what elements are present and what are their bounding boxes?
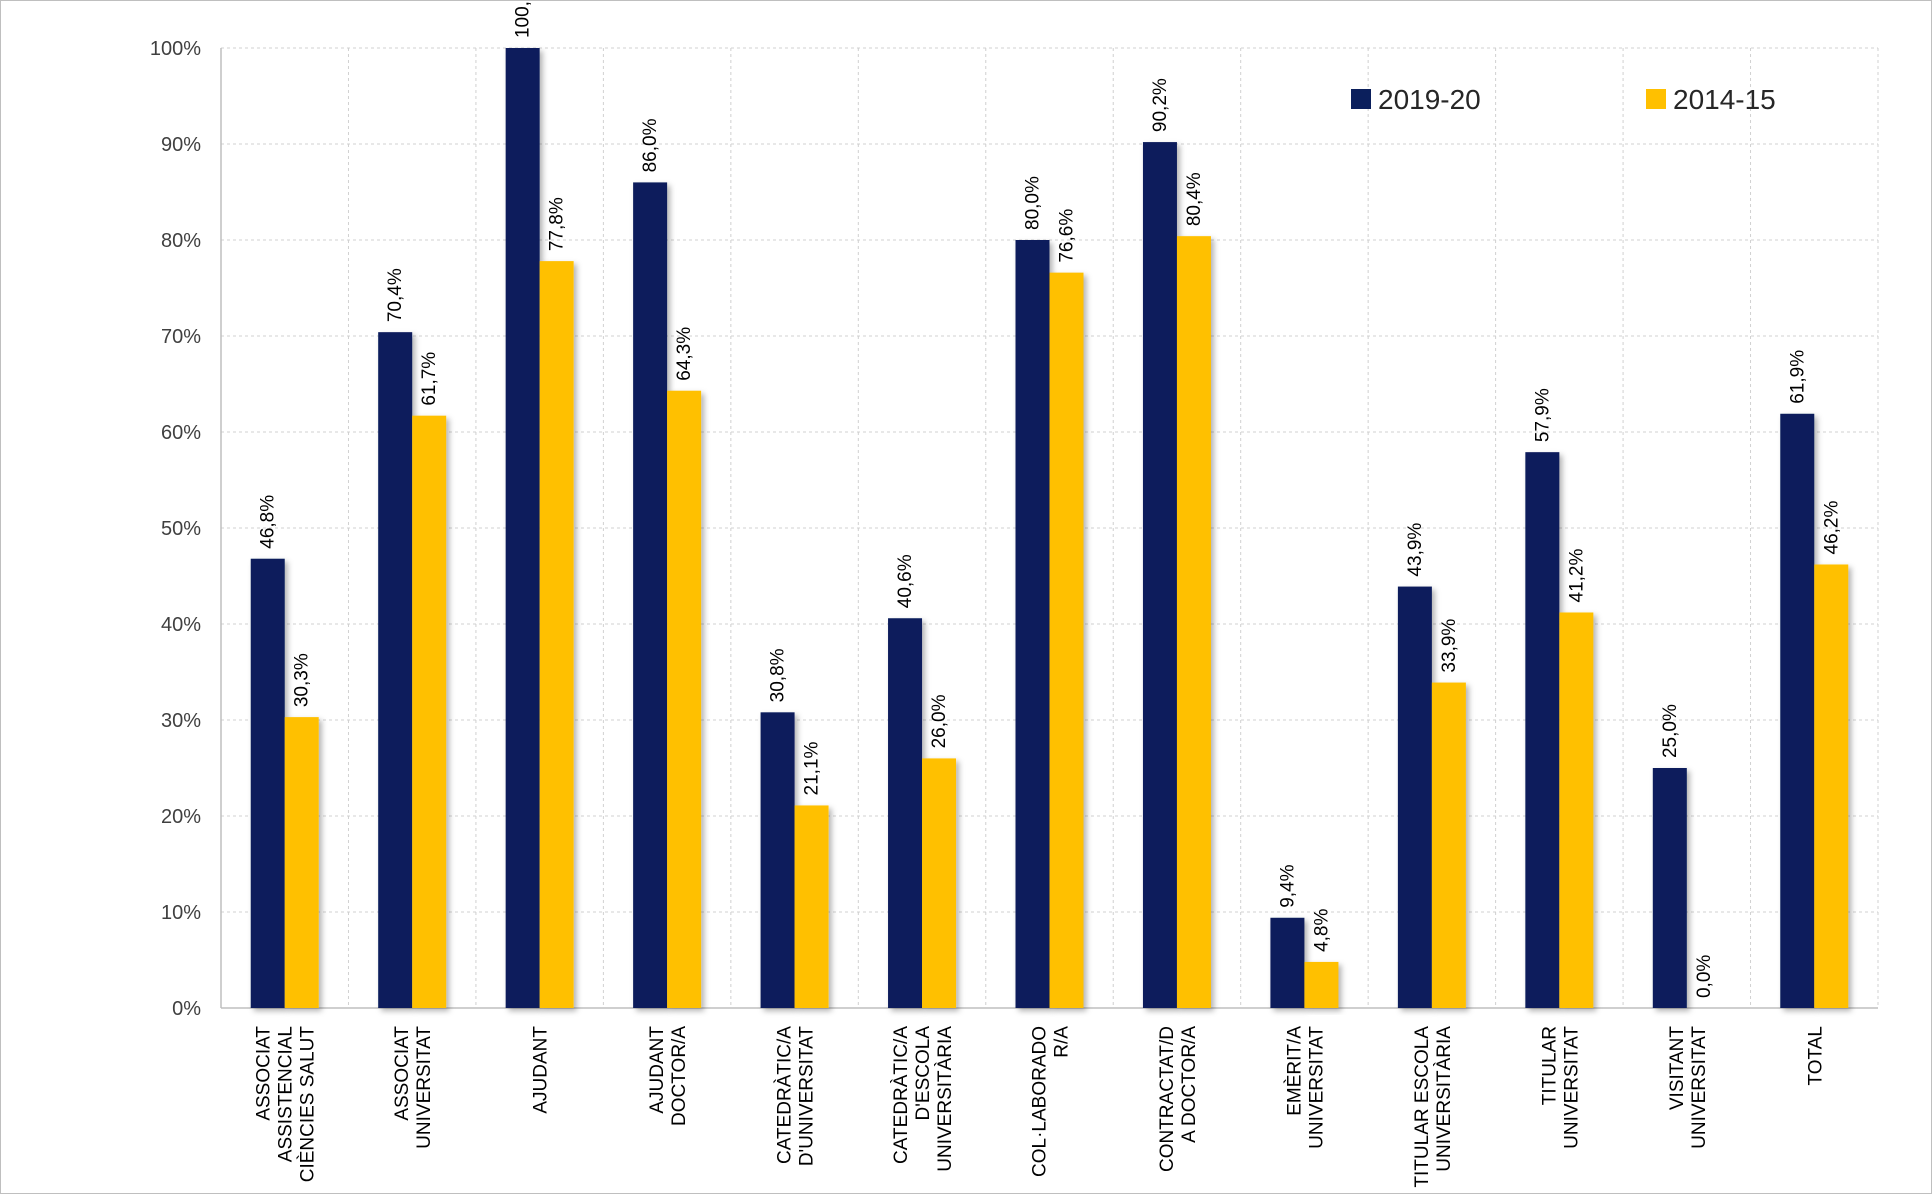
data-label: 41,2% <box>1566 549 1587 603</box>
data-label: 70,4% <box>385 268 406 322</box>
y-tick-label: 60% <box>161 422 201 444</box>
category-label: AJUDANT <box>531 1026 552 1114</box>
category-label: UNIVERSITAT <box>414 1026 435 1149</box>
bar-2014-15-5 <box>922 758 957 1008</box>
bar-2014-15-6 <box>1049 272 1084 1008</box>
category-label: R/A <box>1052 1026 1073 1058</box>
bar-2014-15-12 <box>1814 564 1849 1008</box>
data-label: 33,9% <box>1439 619 1460 673</box>
bars <box>250 48 1849 1009</box>
y-tick-label: 20% <box>161 806 201 828</box>
category-label: ASSOCIAT <box>392 1026 413 1121</box>
category-label: CIÈNCIES SALUT <box>298 1026 319 1183</box>
bar-2014-15-2 <box>539 261 574 1008</box>
bar-2014-15-1 <box>412 415 447 1008</box>
bar-2014-15-3 <box>667 390 702 1009</box>
category-label: UNIVERSITAT <box>1689 1026 1710 1149</box>
legend-label: 2019-20 <box>1378 84 1481 115</box>
bar-2019-20-3 <box>633 182 668 1008</box>
data-label: 25,0% <box>1660 704 1681 758</box>
bar-2019-20-6 <box>1015 240 1050 1008</box>
bar-2014-15-7 <box>1176 236 1211 1008</box>
category-label: TOTAL <box>1805 1026 1826 1085</box>
category-label: COL·LABORADO <box>1030 1026 1051 1177</box>
bar-2014-15-9 <box>1431 682 1466 1008</box>
category-label: UNIVERSITAT <box>1306 1026 1327 1149</box>
data-label: 46,2% <box>1821 501 1842 555</box>
bar-2019-20-8 <box>1270 917 1305 1008</box>
bar-2019-20-11 <box>1652 768 1687 1008</box>
bar-2019-20-1 <box>378 332 413 1008</box>
y-tick-label: 100% <box>150 38 201 60</box>
category-label: CATEDRÀTIC/A <box>775 1026 796 1164</box>
data-label: 80,4% <box>1184 172 1205 226</box>
y-tick-label: 10% <box>161 902 201 924</box>
bar-2019-20-12 <box>1780 413 1815 1008</box>
category-label: TITULAR ESCOLA <box>1412 1026 1433 1188</box>
bar-2019-20-4 <box>760 712 795 1008</box>
category-label: ASSISTENCIAL <box>276 1026 297 1162</box>
legend: 2019-20 2014-15 <box>1351 84 1776 115</box>
data-label: 9,4% <box>1277 864 1298 907</box>
y-tick-label: 0% <box>172 998 201 1020</box>
category-label: UNIVERSITÀRIA <box>935 1026 956 1172</box>
bar-2019-20-2 <box>505 48 540 1008</box>
legend-swatch <box>1351 89 1371 109</box>
data-label: 4,8% <box>1311 909 1332 952</box>
bar-2014-15-4 <box>794 805 829 1008</box>
y-tick-label: 30% <box>161 710 201 732</box>
data-label: 76,6% <box>1057 209 1078 263</box>
bar-2019-20-9 <box>1397 586 1432 1008</box>
legend-swatch <box>1646 89 1666 109</box>
data-label: 61,7% <box>419 352 440 406</box>
category-label: D'ESCOLA <box>913 1026 934 1121</box>
legend-label: 2014-15 <box>1673 84 1776 115</box>
data-label: 21,1% <box>802 741 823 795</box>
category-label: CATEDRÀTIC/A <box>891 1026 912 1164</box>
category-label: A DOCTOR/A <box>1179 1026 1200 1143</box>
data-label: 46,8% <box>258 495 279 549</box>
y-tick-label: 50% <box>161 518 201 540</box>
category-label: VISITANT <box>1667 1026 1688 1110</box>
bar-2019-20-0 <box>250 558 285 1008</box>
data-label: 0,0% <box>1694 955 1715 998</box>
category-label: AJUDANT <box>647 1026 668 1114</box>
category-label: EMÈRIT/A <box>1284 1026 1305 1116</box>
data-label: 64,3% <box>674 327 695 381</box>
y-tick-label: 70% <box>161 326 201 348</box>
bar-2014-15-10 <box>1559 612 1594 1008</box>
category-label: UNIVERSITAT <box>1561 1026 1582 1149</box>
bar-2019-20-10 <box>1525 452 1560 1008</box>
bar-2019-20-5 <box>888 618 923 1008</box>
data-label: 43,9% <box>1405 523 1426 577</box>
category-label: D'UNIVERSITAT <box>797 1026 818 1167</box>
bar-2014-15-0 <box>284 717 319 1008</box>
data-label: 30,8% <box>768 648 789 702</box>
y-tick-label: 80% <box>161 230 201 252</box>
data-label: 90,2% <box>1150 78 1171 132</box>
data-label: 26,0% <box>929 694 950 748</box>
category-label: CONTRACTAT/D <box>1157 1026 1178 1172</box>
bar-2019-20-7 <box>1142 142 1177 1008</box>
labels: 46,8% 70,4% 100,0% 86,0% 30,8% 40,6% 80,0% 90,2… <box>254 0 1843 1188</box>
category-label: ASSOCIAT <box>254 1026 275 1121</box>
data-label: 40,6% <box>895 554 916 608</box>
data-label: 80,0% <box>1023 176 1044 230</box>
category-label: TITULAR <box>1539 1026 1560 1105</box>
data-label: 100,0% <box>513 1 534 38</box>
category-label: DOCTOR/A <box>669 1026 690 1126</box>
data-label: 30,3% <box>292 653 313 707</box>
bar-2014-15-8 <box>1304 961 1339 1008</box>
data-label: 86,0% <box>640 118 661 172</box>
y-tick-label: 90% <box>161 134 201 156</box>
category-label: UNIVERSITÀRIA <box>1434 1026 1455 1172</box>
y-tick-label: 40% <box>161 614 201 636</box>
data-label: 77,8% <box>547 197 568 251</box>
data-label: 57,9% <box>1532 388 1553 442</box>
data-label: 61,9% <box>1787 350 1808 404</box>
